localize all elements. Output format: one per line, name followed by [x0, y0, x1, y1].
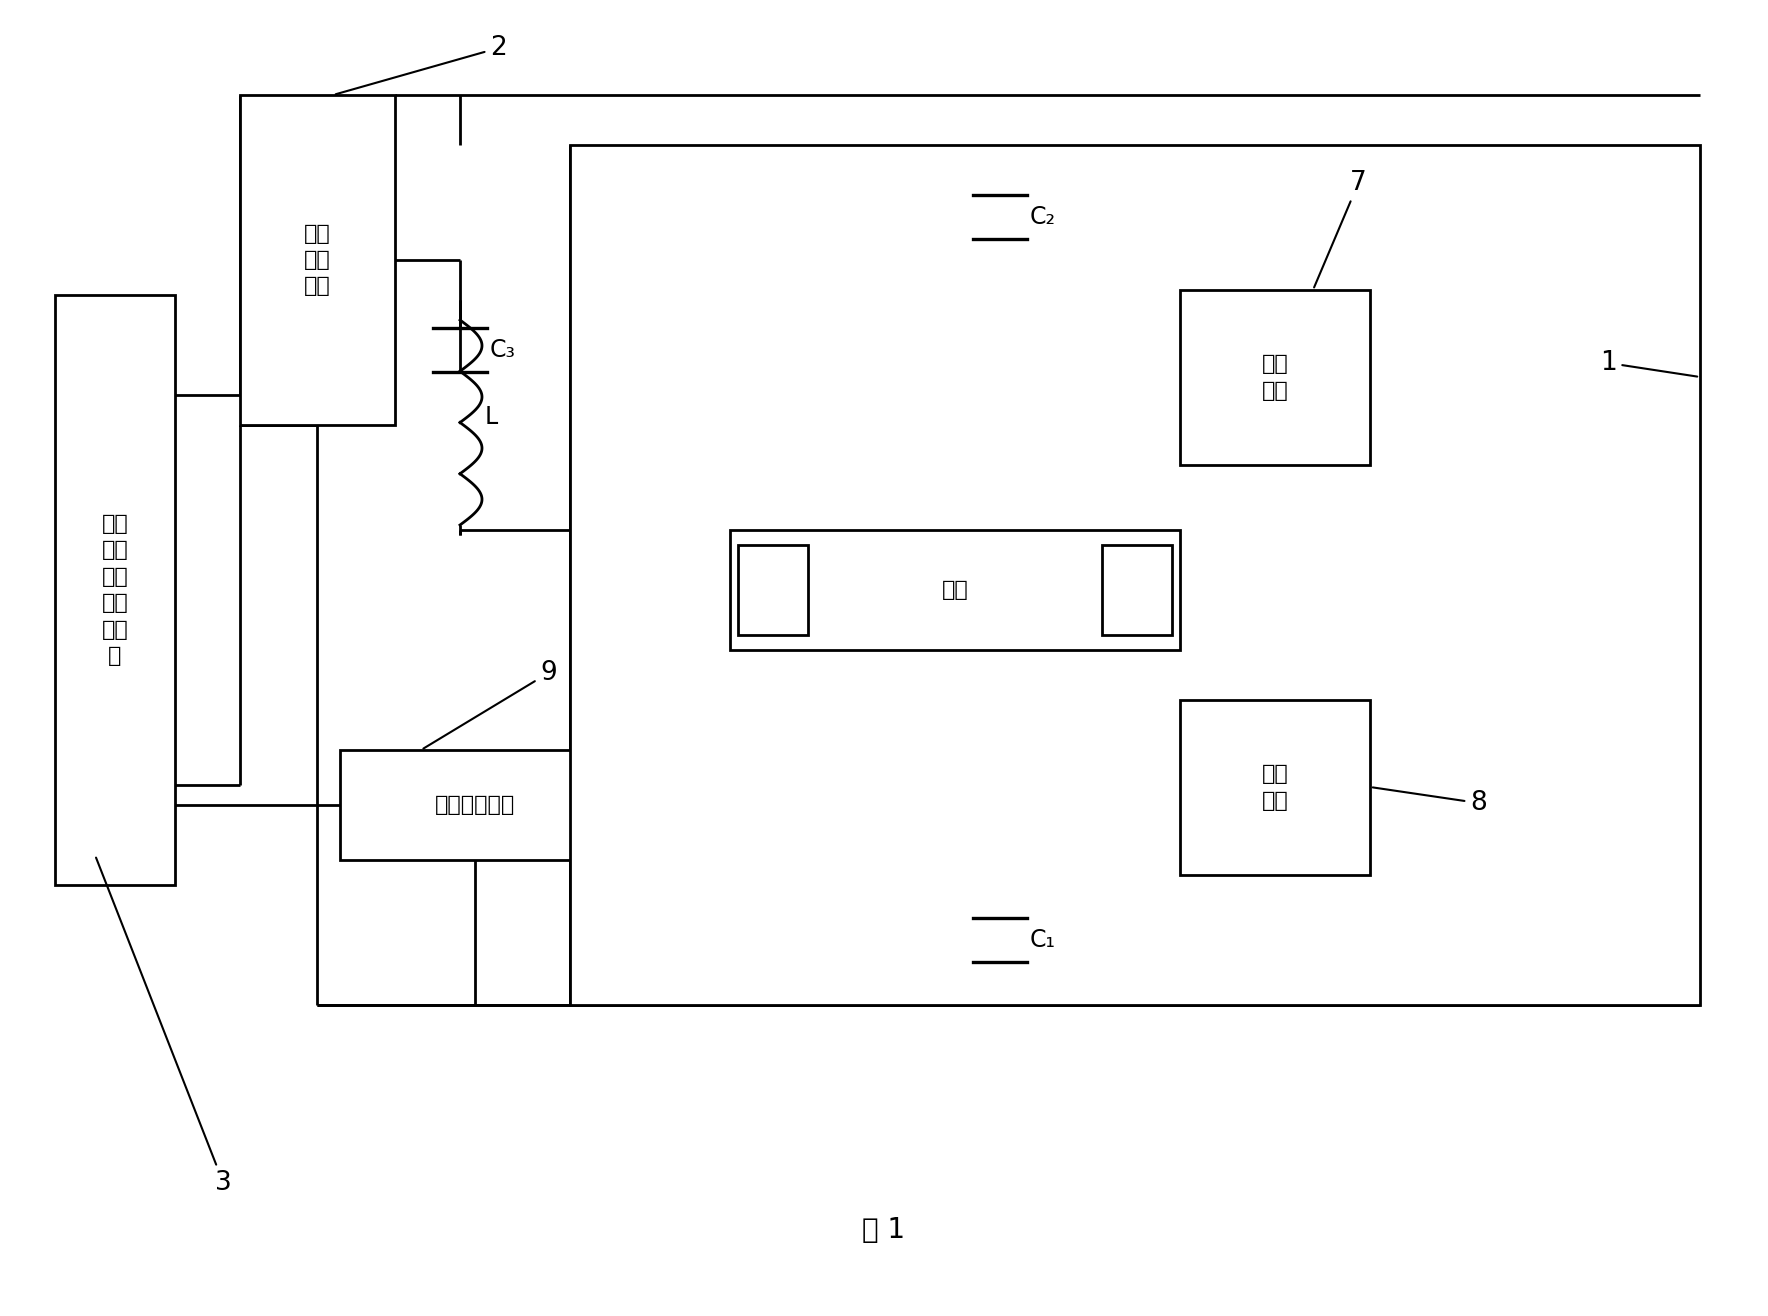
- Bar: [339, 750, 610, 859]
- Text: C₂: C₂: [1031, 205, 1055, 229]
- Bar: [730, 530, 1179, 650]
- Text: 7: 7: [1314, 170, 1367, 287]
- Text: L: L: [484, 405, 499, 429]
- Bar: [1179, 700, 1370, 875]
- Text: 图 1: 图 1: [863, 1216, 905, 1244]
- Text: 2: 2: [336, 36, 507, 95]
- Text: 切换控制电路: 切换控制电路: [435, 795, 514, 815]
- Bar: [569, 145, 1701, 1005]
- Text: 预热
开关: 预热 开关: [1262, 765, 1289, 811]
- Bar: [55, 295, 175, 884]
- Bar: [1101, 545, 1172, 636]
- Text: C₁: C₁: [1031, 928, 1055, 951]
- Text: 谐振
开关: 谐振 开关: [1262, 354, 1289, 400]
- Text: 8: 8: [1372, 787, 1487, 816]
- Text: 电子
镇流
器控
制集
成电
路: 电子 镇流 器控 制集 成电 路: [101, 515, 129, 666]
- Bar: [1179, 290, 1370, 465]
- Bar: [240, 95, 394, 425]
- Text: 9: 9: [423, 661, 557, 749]
- Text: C₃: C₃: [490, 338, 516, 362]
- Bar: [737, 545, 808, 636]
- Text: 3: 3: [95, 858, 232, 1196]
- Text: 1: 1: [1600, 350, 1697, 376]
- Text: 半桥
驱动
电路: 半桥 驱动 电路: [304, 224, 331, 296]
- Text: 灯管: 灯管: [942, 580, 969, 600]
